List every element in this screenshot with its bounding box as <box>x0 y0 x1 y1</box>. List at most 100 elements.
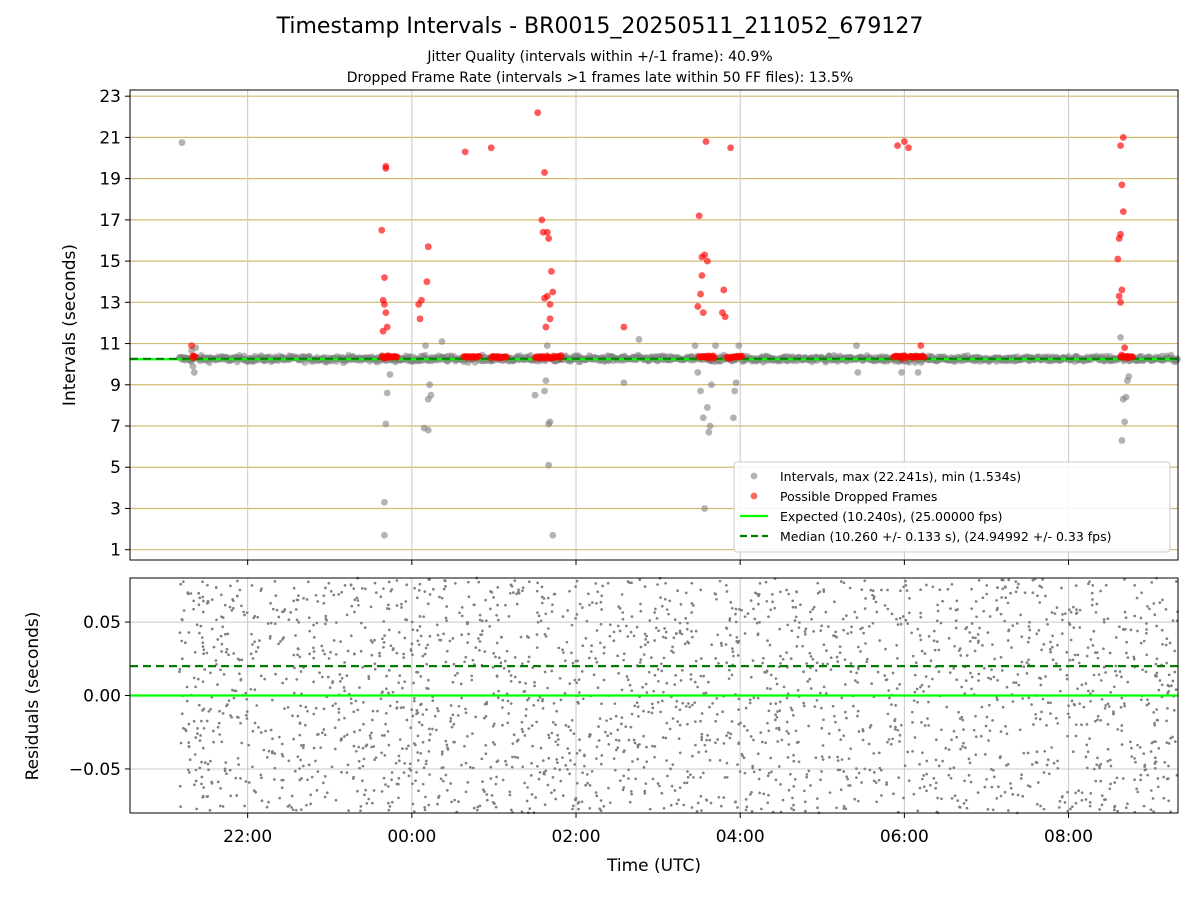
residual-point <box>898 740 901 743</box>
residual-point <box>1154 760 1157 764</box>
residual-point <box>957 710 960 714</box>
residual-point <box>790 708 794 712</box>
residual-point <box>417 643 421 647</box>
residual-point <box>835 635 838 639</box>
residual-point <box>767 793 770 797</box>
residual-point <box>425 686 428 690</box>
residual-point <box>1116 809 1119 813</box>
residual-point <box>716 633 719 637</box>
residual-point <box>273 622 277 626</box>
residual-point <box>353 730 356 734</box>
residual-point <box>809 655 813 658</box>
residual-point <box>820 770 823 773</box>
residual-point <box>216 683 219 687</box>
residual-point <box>777 728 781 732</box>
residual-point <box>889 742 893 746</box>
residual-point <box>229 714 232 717</box>
residual-point <box>667 612 670 616</box>
residual-point <box>534 796 537 799</box>
residual-point <box>521 730 525 734</box>
residual-point <box>566 747 570 750</box>
residual-point <box>428 773 431 776</box>
residual-point <box>574 617 577 620</box>
residual-point <box>301 746 305 750</box>
residual-point <box>495 641 499 645</box>
residual-point <box>865 660 869 664</box>
residual-point <box>1096 656 1100 660</box>
residual-point <box>626 678 630 682</box>
residual-point <box>1088 801 1092 804</box>
residual-point <box>466 641 469 644</box>
residual-point <box>1150 581 1154 584</box>
residual-point <box>953 644 957 648</box>
residual-point <box>715 696 719 700</box>
residual-point <box>569 759 572 762</box>
residual-point <box>464 761 468 765</box>
residual-point <box>1023 591 1027 595</box>
residual-point <box>413 696 416 700</box>
residual-point <box>323 775 327 778</box>
residual-point <box>538 770 542 774</box>
residual-point <box>805 662 808 665</box>
residual-point <box>225 704 228 708</box>
x-tick-label: 08:00 <box>1044 827 1093 847</box>
residual-point <box>969 671 972 675</box>
residual-point <box>266 622 270 625</box>
residual-point <box>217 721 221 725</box>
residual-point <box>598 641 602 645</box>
residual-point <box>343 716 346 720</box>
residual-point <box>802 789 806 793</box>
residual-point <box>373 662 377 666</box>
residual-point <box>312 712 316 716</box>
residual-point <box>349 583 353 587</box>
residual-point <box>634 777 638 781</box>
residual-point <box>427 678 430 682</box>
residual-point <box>318 671 321 675</box>
residual-point <box>1020 660 1024 664</box>
residual-point <box>785 651 788 654</box>
residual-point <box>574 585 577 588</box>
residual-point <box>199 734 202 737</box>
residual-point <box>1009 786 1013 790</box>
y-tick-label: 1 <box>110 541 121 561</box>
residual-point <box>205 651 209 655</box>
residual-point <box>581 606 584 610</box>
residual-point <box>508 793 512 797</box>
residual-point <box>219 786 222 790</box>
residual-point <box>210 695 214 699</box>
residual-point <box>489 590 492 593</box>
residual-point <box>622 652 626 656</box>
residual-point <box>1070 699 1074 703</box>
residual-point <box>792 759 796 763</box>
residual-point <box>569 729 573 732</box>
residual-point <box>513 755 517 759</box>
residual-point <box>1165 777 1169 781</box>
residual-point <box>321 649 325 652</box>
residual-point <box>647 670 651 674</box>
residual-point <box>236 579 239 583</box>
y-tick-label: 21 <box>99 128 121 148</box>
residual-point <box>194 779 198 783</box>
residual-point <box>889 725 892 728</box>
residual-point <box>295 618 299 622</box>
residual-point <box>1049 701 1052 705</box>
residual-point <box>397 681 401 685</box>
residual-point <box>777 665 781 669</box>
residual-point <box>572 804 575 808</box>
residual-point <box>238 588 242 592</box>
residual-point <box>612 757 616 760</box>
residual-point <box>277 615 281 619</box>
residual-point <box>185 699 189 703</box>
residual-point <box>956 799 960 802</box>
residual-point <box>612 639 616 643</box>
residual-point <box>456 714 460 717</box>
residual-point <box>383 634 386 637</box>
residual-point <box>1026 751 1030 755</box>
residual-point <box>497 689 500 693</box>
dropped-frame-point <box>379 327 387 335</box>
residual-point <box>974 636 977 640</box>
interval-point <box>731 387 739 395</box>
residual-point <box>281 754 285 758</box>
residual-point <box>1135 596 1139 600</box>
interval-point <box>898 369 906 376</box>
